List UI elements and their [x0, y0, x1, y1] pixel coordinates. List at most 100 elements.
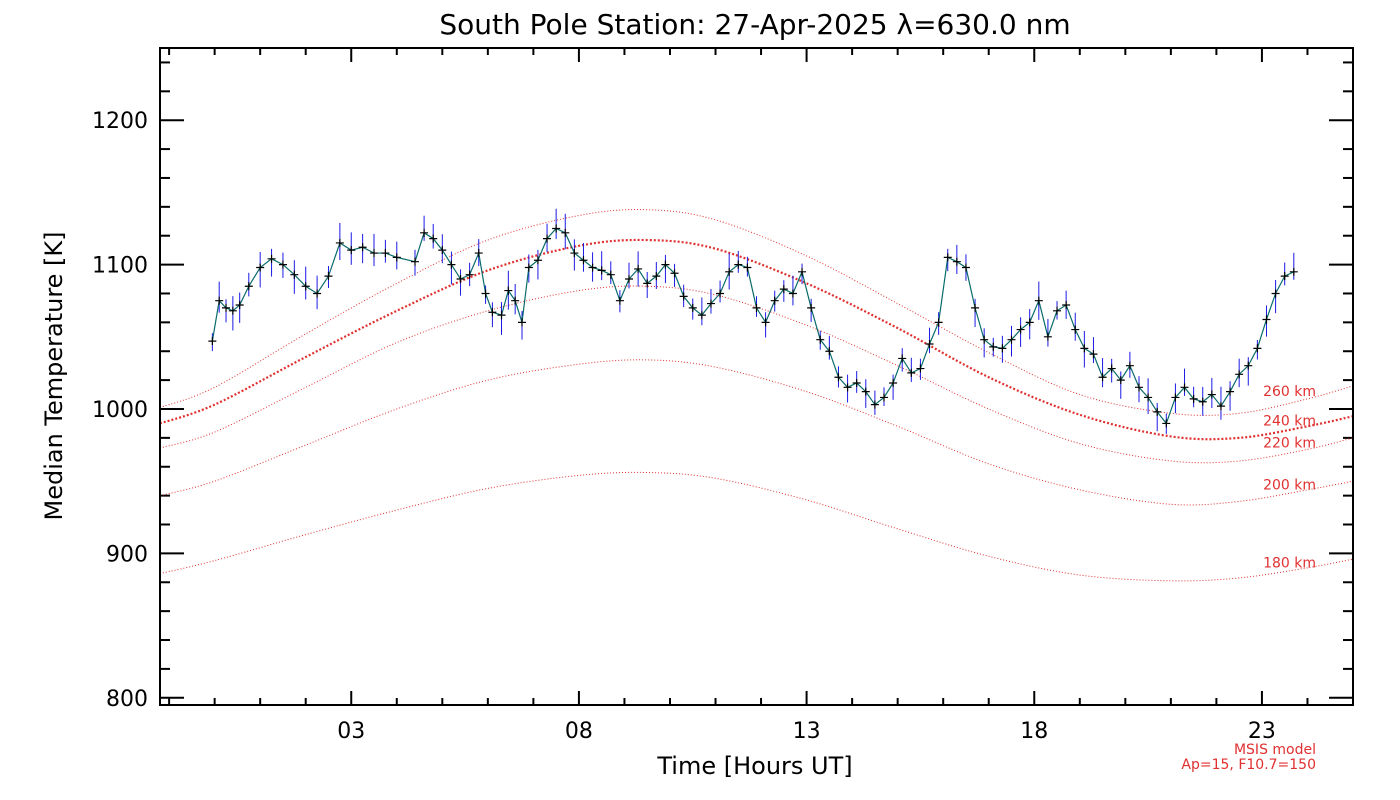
data-point: [898, 354, 907, 363]
data-point: [980, 335, 989, 344]
data-point: [961, 263, 970, 272]
data-point: [934, 318, 943, 327]
data-point: [834, 373, 843, 382]
plot-frame: [159, 47, 1354, 706]
data-point: [1098, 373, 1107, 382]
data-point: [716, 289, 725, 298]
data-point: [752, 303, 761, 312]
data-point: [420, 228, 429, 237]
data-point: [816, 335, 825, 344]
data-point: [381, 249, 390, 258]
data-point: [447, 260, 456, 269]
data-point: [481, 289, 490, 298]
data-point: [679, 292, 688, 301]
data-point: [1007, 335, 1016, 344]
x-tick-label: 03: [337, 719, 365, 744]
data-point: [1171, 393, 1180, 402]
model-curve: [159, 285, 1354, 464]
data-point: [889, 378, 898, 387]
data-point: [313, 289, 322, 298]
data-point: [579, 256, 588, 265]
axis-ticks: 03 08 13 18 23 800 900 1000 1100 1200: [92, 48, 1354, 744]
y-tick-label: 800: [106, 687, 148, 712]
data-point: [1144, 393, 1153, 402]
temperature-line: [211, 227, 1295, 425]
data-point: [1089, 350, 1098, 359]
model-curve: [159, 209, 1354, 416]
data-point: [474, 249, 483, 258]
data-point: [734, 260, 743, 269]
data-point: [697, 311, 706, 320]
data-point: [1080, 344, 1089, 353]
data-point: [597, 266, 606, 275]
model-curve-label: 180 km: [1263, 556, 1316, 572]
data-point: [438, 246, 447, 255]
y-tick-label: 900: [106, 542, 148, 567]
model-params-note: Ap=15, F10.7=150: [1181, 757, 1316, 773]
data-point: [1289, 267, 1298, 276]
data-point: [1071, 325, 1080, 334]
x-tick-label: 18: [1020, 719, 1048, 744]
data-point: [358, 243, 367, 252]
data-point: [925, 340, 934, 349]
data-point: [429, 234, 438, 243]
data-point: [256, 263, 265, 272]
data-point: [1053, 306, 1062, 315]
data-point: [652, 272, 661, 281]
data-point: [971, 303, 980, 312]
data-point: [215, 296, 224, 305]
data-point: [1125, 361, 1134, 370]
data-point: [517, 318, 526, 327]
data-point: [552, 224, 561, 233]
data-point: [1216, 402, 1225, 411]
data-point: [879, 393, 888, 402]
data-point: [511, 296, 520, 305]
data-point: [625, 275, 634, 284]
data-point: [1262, 315, 1271, 324]
data-point: [488, 308, 497, 317]
data-point: [761, 318, 770, 327]
model-curve-label: 220 km: [1263, 435, 1316, 451]
data-series: [208, 224, 1298, 428]
data-point: [504, 286, 513, 295]
data-point: [1189, 394, 1198, 403]
model-curve-label: 240 km: [1263, 413, 1316, 429]
x-axis-label: Time [Hours UT]: [656, 752, 852, 780]
data-point: [861, 387, 870, 396]
data-point: [615, 296, 624, 305]
data-point: [770, 296, 779, 305]
data-point: [688, 303, 697, 312]
data-point: [222, 303, 231, 312]
data-point: [606, 270, 615, 279]
data-point: [1235, 370, 1244, 379]
data-point: [670, 269, 679, 278]
data-point: [643, 279, 652, 288]
data-point: [588, 263, 597, 272]
y-tick-label: 1100: [92, 254, 148, 279]
data-point: [1162, 419, 1171, 428]
data-point: [1116, 376, 1125, 385]
data-point: [788, 289, 797, 298]
data-point: [1062, 301, 1071, 310]
data-point: [916, 364, 925, 373]
data-point: [410, 257, 419, 266]
data-point: [807, 303, 816, 312]
data-point: [1034, 296, 1043, 305]
data-point: [1043, 332, 1052, 341]
data-point: [1180, 383, 1189, 392]
model-curve: [159, 359, 1354, 506]
data-point: [907, 368, 916, 377]
y-axis-label: Median Temperature [K]: [40, 231, 68, 520]
data-point: [1153, 407, 1162, 416]
data-point: [497, 311, 506, 320]
data-point: [825, 347, 834, 356]
model-curve: [159, 238, 1354, 441]
data-point: [1271, 289, 1280, 298]
data-point: [347, 246, 356, 255]
y-tick-label: 1200: [92, 109, 148, 134]
data-point: [725, 267, 734, 276]
data-point: [952, 257, 961, 266]
msis-model-curves: 260 km 240 km 220 km 200 km 180 km: [159, 209, 1354, 582]
data-point: [278, 260, 287, 269]
